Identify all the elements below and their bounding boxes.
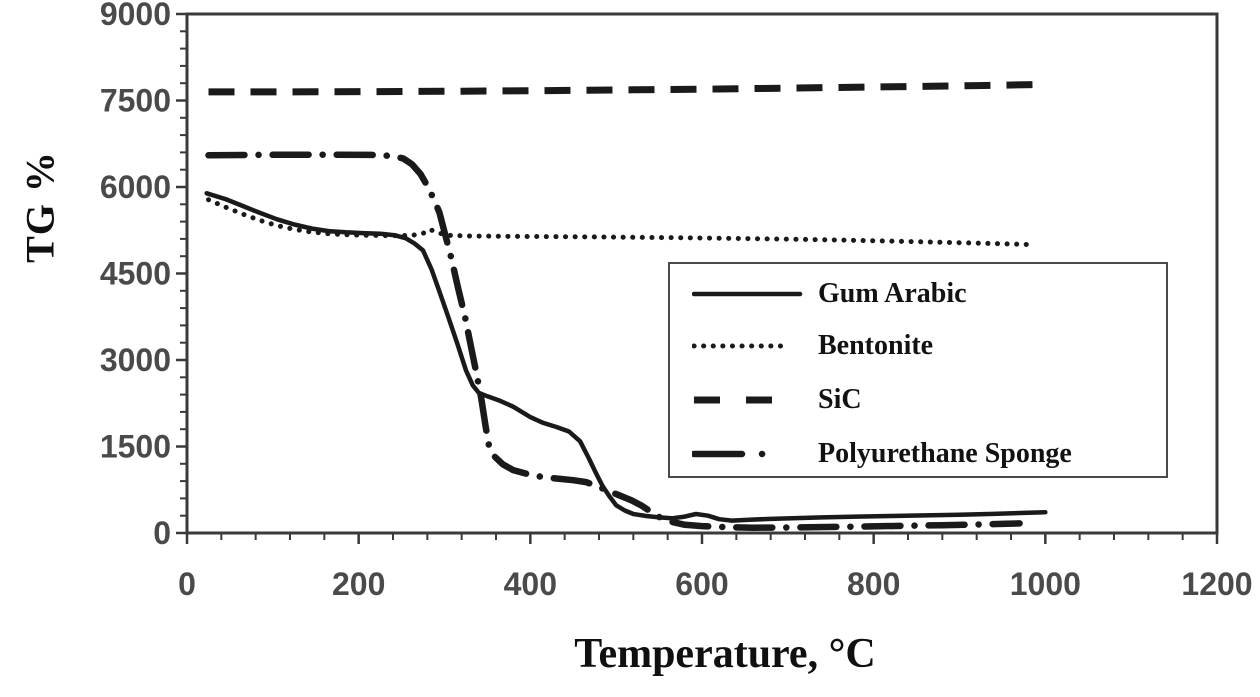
legend-label-gum-arabic: Gum Arabic <box>818 278 967 309</box>
x-tick-label: 800 <box>847 566 900 602</box>
dotted-line-sample-icon <box>692 343 793 349</box>
legend-row-sic: SiC <box>670 380 1166 420</box>
series-polyurethane-sponge <box>205 151 1023 531</box>
x-tick-label: 200 <box>332 566 385 602</box>
x-tick-label: 1200 <box>1181 566 1252 602</box>
dashed-line-sample-icon <box>694 396 776 404</box>
legend-row-bentonite: Bentonite <box>670 326 1166 366</box>
solid-line-sample-icon <box>692 291 803 297</box>
y-tick-label: 4500 <box>100 256 171 292</box>
x-tick-label: 400 <box>504 566 557 602</box>
x-tick-label: 600 <box>675 566 728 602</box>
legend-row-polyurethane-sponge: Polyurethane Sponge <box>670 434 1166 474</box>
y-tick-label: 9000 <box>100 0 171 32</box>
y-tick-label: 6000 <box>100 169 171 205</box>
legend: Gum Arabic Bentonite SiC Polyurethane Spong… <box>668 262 1168 478</box>
y-tick-label: 0 <box>153 515 171 551</box>
legend-label-bentonite: Bentonite <box>818 330 934 361</box>
y-tick-label: 1500 <box>100 429 171 465</box>
plot-frame <box>185 12 1219 535</box>
dashdot-line-sample-icon <box>692 450 786 458</box>
y-tick-label: 3000 <box>100 342 171 378</box>
legend-label-polyurethane-sponge: Polyurethane Sponge <box>818 438 1072 469</box>
x-tick-label: 0 <box>178 566 196 602</box>
x-tick-label: 1000 <box>1010 566 1081 602</box>
legend-label-sic: SiC <box>818 384 862 415</box>
x-axis-title: Temperature, °C <box>574 631 876 677</box>
series-sic <box>208 81 1036 96</box>
y-tick-label: 7500 <box>100 83 171 119</box>
legend-row-gum-arabic: Gum Arabic <box>670 274 1166 314</box>
y-axis-title: TG % <box>17 151 63 263</box>
series-bentonite <box>206 197 1038 248</box>
